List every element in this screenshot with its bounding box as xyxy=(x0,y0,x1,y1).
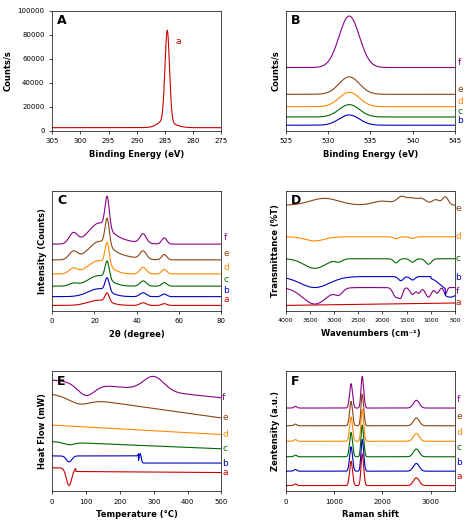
Text: d: d xyxy=(456,232,461,241)
Text: e: e xyxy=(222,413,228,422)
Text: a: a xyxy=(456,472,462,481)
Text: b: b xyxy=(224,286,229,295)
Text: c: c xyxy=(457,108,463,117)
X-axis label: Wavenumbers (cm⁻¹): Wavenumbers (cm⁻¹) xyxy=(320,329,420,338)
Y-axis label: Zentensity (a.u.): Zentensity (a.u.) xyxy=(271,391,280,471)
Text: a: a xyxy=(175,37,181,46)
Text: d: d xyxy=(222,430,228,439)
X-axis label: Temperature (°C): Temperature (°C) xyxy=(96,510,178,519)
Text: e: e xyxy=(224,249,229,258)
Text: c: c xyxy=(456,254,461,263)
Text: e: e xyxy=(457,85,463,94)
Text: F: F xyxy=(291,374,300,388)
Text: a: a xyxy=(456,298,461,307)
Text: d: d xyxy=(224,263,229,272)
Text: D: D xyxy=(291,194,301,208)
Text: e: e xyxy=(456,204,461,213)
Text: f: f xyxy=(222,393,225,402)
Text: d: d xyxy=(457,97,463,106)
Text: f: f xyxy=(456,394,460,403)
Text: f: f xyxy=(457,58,461,67)
Text: c: c xyxy=(224,276,228,285)
Text: E: E xyxy=(57,374,66,388)
Text: b: b xyxy=(456,458,462,467)
Text: B: B xyxy=(291,14,301,27)
X-axis label: Binding Energy (eV): Binding Energy (eV) xyxy=(323,150,418,159)
Y-axis label: Counts/s: Counts/s xyxy=(3,50,12,91)
X-axis label: 2θ (degree): 2θ (degree) xyxy=(109,330,164,339)
Text: f: f xyxy=(456,287,459,296)
X-axis label: Binding Energy (eV): Binding Energy (eV) xyxy=(89,150,184,159)
Y-axis label: Intensity (Counts): Intensity (Counts) xyxy=(37,208,46,294)
Text: C: C xyxy=(57,194,66,208)
Y-axis label: Counts/s: Counts/s xyxy=(271,50,280,91)
Text: b: b xyxy=(457,116,463,125)
Text: c: c xyxy=(456,444,462,452)
Text: f: f xyxy=(224,233,227,242)
Y-axis label: Transmittance (%T): Transmittance (%T) xyxy=(271,204,280,297)
Text: d: d xyxy=(456,428,462,437)
Text: b: b xyxy=(222,458,228,467)
Text: b: b xyxy=(456,273,461,282)
Text: a: a xyxy=(222,468,228,477)
X-axis label: Raman shift: Raman shift xyxy=(342,510,399,519)
Text: a: a xyxy=(224,295,229,304)
Y-axis label: Heat Flow (mW): Heat Flow (mW) xyxy=(37,393,46,469)
Text: c: c xyxy=(222,444,227,454)
Text: e: e xyxy=(456,412,462,421)
Text: A: A xyxy=(57,14,67,27)
